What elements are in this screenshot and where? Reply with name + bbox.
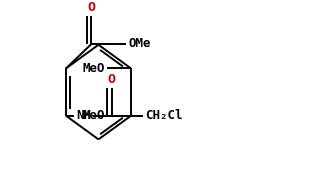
Text: OMe: OMe <box>128 38 151 51</box>
Text: MeO: MeO <box>82 109 105 122</box>
Text: O: O <box>108 73 116 86</box>
Text: CH₂Cl: CH₂Cl <box>145 109 182 122</box>
Text: NH: NH <box>76 109 91 122</box>
Text: MeO: MeO <box>82 62 105 75</box>
Text: O: O <box>87 1 95 14</box>
